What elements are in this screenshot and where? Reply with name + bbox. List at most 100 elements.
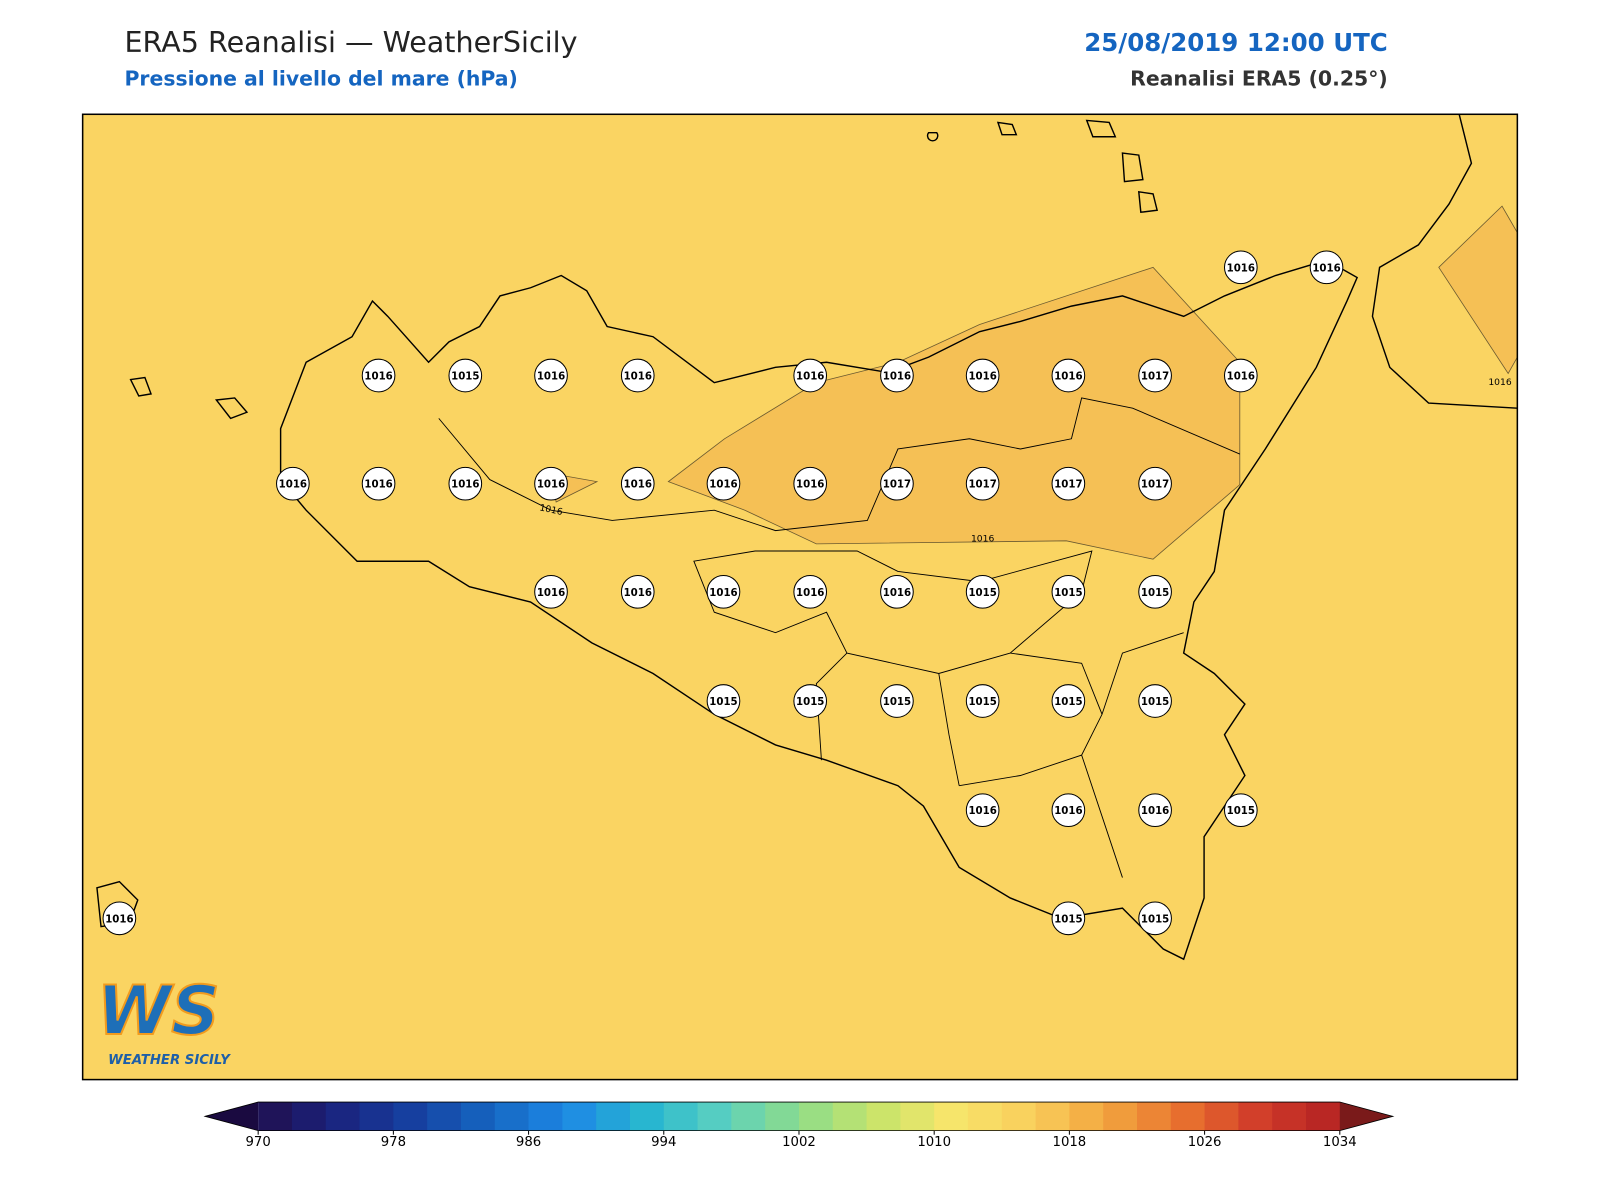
station-value: 1017 (1054, 480, 1082, 491)
station-value: 1016 (1054, 372, 1082, 383)
station-marker (706, 684, 741, 718)
colorbar-segment (798, 1102, 834, 1131)
colorbar-segment (494, 1102, 530, 1131)
station-value: 1016 (709, 588, 737, 599)
station-value: 1016 (451, 480, 479, 491)
station-marker (1051, 793, 1086, 828)
map-frame (81, 113, 1519, 1081)
station-value: 1015 (968, 697, 996, 708)
station-value: 1015 (1141, 588, 1169, 599)
station-value: 1016 (279, 480, 307, 491)
colorbar-segment (663, 1102, 699, 1131)
colorbar-segment (1238, 1102, 1273, 1131)
colorbar-segment (460, 1102, 496, 1131)
datetime: 25/08/2019 12:00 UTC (1084, 28, 1388, 57)
colorbar-segment (629, 1102, 665, 1131)
colorbar-segment (528, 1102, 563, 1131)
station-value: 1015 (1141, 914, 1169, 925)
colorbar-tick-label: 1010 (917, 1135, 951, 1150)
colorbar: 970 978 986 994 1002 1010 1018 1026 1034 (203, 1101, 1395, 1150)
station-marker (620, 466, 655, 501)
station-marker (965, 684, 1000, 718)
station-value: 1017 (968, 480, 996, 491)
map-area: 1016 1016 1016 1015 1016 1016 1016 1016 1016 1016… (81, 113, 1519, 1081)
station-value: 1017 (1141, 480, 1169, 491)
station-marker (534, 358, 568, 393)
colorbar-tick-label: 1026 (1188, 1135, 1222, 1150)
station-marker (1138, 575, 1172, 609)
colorbar-segment (562, 1102, 597, 1131)
station-value: 1016 (1054, 806, 1082, 817)
station-value: 1015 (1141, 697, 1169, 708)
station-value: 1015 (1054, 588, 1082, 599)
station-value: 1016 (624, 480, 652, 491)
station-marker (706, 466, 741, 501)
station-value: 1015 (1227, 806, 1255, 817)
station-value: 1016 (1227, 372, 1255, 383)
colorbar-segment (325, 1102, 361, 1131)
station-marker (880, 684, 914, 718)
colorbar-segment (1305, 1102, 1341, 1131)
station-value: 1016 (624, 372, 652, 383)
colorbar-tick-label: 1002 (782, 1135, 816, 1150)
station-value: 1016 (537, 372, 565, 383)
colorbar-segment (359, 1102, 394, 1131)
colorbar-segment (731, 1102, 766, 1131)
station-value: 1016 (364, 480, 392, 491)
logo-name: WEATHER SICILY (108, 1053, 231, 1068)
station-value: 1016 (537, 480, 565, 491)
station-value: 1016 (1141, 806, 1169, 817)
colorbar-segment (832, 1102, 868, 1131)
station-value: 1016 (624, 588, 652, 599)
station-value: 1015 (1054, 914, 1082, 925)
station-value: 1016 (796, 372, 824, 383)
colorbar-tick-label: 978 (381, 1135, 406, 1150)
station-marker (620, 575, 655, 609)
station-marker (880, 358, 914, 393)
station-marker (793, 575, 828, 609)
station-value: 1015 (709, 697, 737, 708)
station-marker (793, 684, 828, 718)
station-marker (1138, 466, 1172, 501)
station-marker (102, 901, 137, 936)
colorbar-segment (291, 1102, 327, 1131)
colorbar-segment (1035, 1102, 1070, 1131)
colorbar-tick-label: 1018 (1053, 1135, 1087, 1150)
station-marker (448, 466, 483, 501)
station-value: 1016 (364, 372, 392, 383)
coastline (96, 114, 1518, 961)
colorbar-segment (765, 1102, 800, 1131)
contour-label: 1016 (971, 533, 995, 544)
colorbar-segment (1272, 1102, 1307, 1131)
station-marker (1051, 684, 1086, 718)
colorbar-segment (1069, 1102, 1104, 1131)
station-value: 1016 (883, 588, 911, 599)
station-marker (1138, 684, 1172, 718)
colorbar-segment (1001, 1102, 1037, 1131)
station-marker (276, 466, 310, 501)
station-marker (1138, 358, 1172, 393)
station-marker (706, 575, 741, 609)
station-value: 1016 (1312, 263, 1340, 274)
colorbar-tick-label: 970 (246, 1135, 271, 1150)
station-marker (361, 466, 396, 501)
colorbar-segment (1103, 1102, 1138, 1131)
colorbar-extend-low (205, 1102, 259, 1131)
station-value: 1015 (968, 588, 996, 599)
station-value: 1016 (883, 372, 911, 383)
station-marker (1138, 793, 1172, 828)
contour-label: 1016 (538, 502, 563, 518)
station-marker (1051, 466, 1086, 501)
station-marker (620, 358, 655, 393)
colorbar-segment (393, 1102, 428, 1131)
colorbar-tick-label: 986 (516, 1135, 541, 1150)
colorbar-segment (1204, 1102, 1239, 1131)
logo-mark: WS (97, 971, 220, 1050)
station-value: 1015 (796, 697, 824, 708)
station-marker (1138, 901, 1172, 936)
contour-label: 1016 (1488, 377, 1512, 388)
station-value: 1016 (796, 480, 824, 491)
station-marker (1051, 901, 1086, 936)
